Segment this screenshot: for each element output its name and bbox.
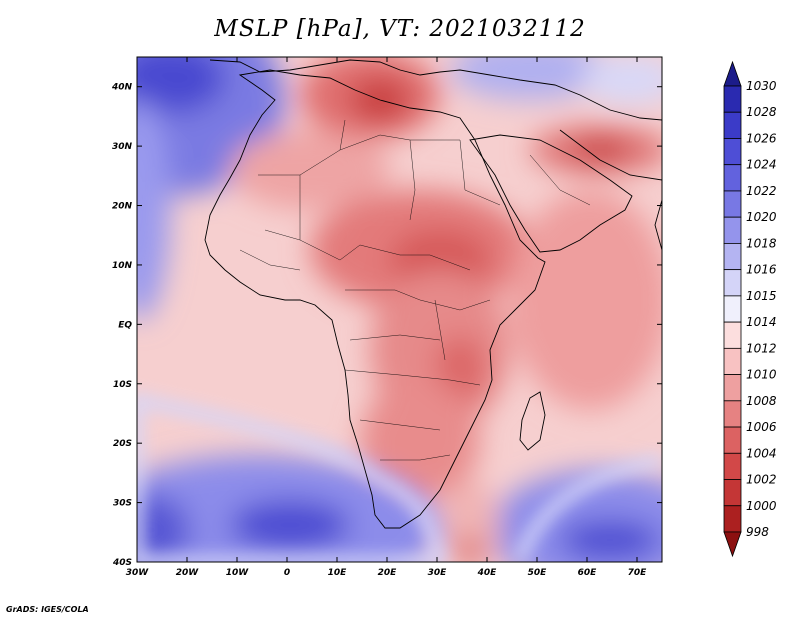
colorbar-label: 1015: [746, 289, 777, 303]
lat-tick-label: EQ: [118, 320, 132, 330]
lon-tick-label: 10E: [328, 568, 348, 578]
colorbar-label: 1008: [746, 394, 777, 408]
colorbar-label: 1020: [746, 210, 777, 224]
colorbar-label: 1002: [746, 473, 777, 487]
colorbar-swatch: [723, 505, 742, 533]
africa-coastline: [204, 69, 546, 529]
persian-gulf-coast: [559, 129, 662, 181]
coastlines: [204, 59, 662, 529]
colorbar-swatch: [723, 400, 742, 428]
lon-tick-label: 40E: [477, 568, 498, 578]
colorbar-swatch: [723, 164, 742, 192]
lat-tick-label: 20S: [113, 439, 132, 449]
colorbar-swatch: [723, 269, 742, 297]
colorbar-bottom-arrow: [723, 531, 742, 558]
colorbar-label: 1010: [746, 368, 777, 382]
colorbar-label: 1004: [746, 446, 777, 460]
colorbar-label: 1030: [746, 79, 777, 93]
colorbar-swatch: [723, 138, 742, 166]
colorbar-swatch: [723, 190, 742, 218]
colorbar-swatch: [723, 426, 742, 454]
colorbar-swatch: [723, 295, 742, 323]
madagascar: [519, 391, 546, 451]
colorbar-label: 1028: [746, 105, 777, 119]
chart-title: MSLP [hPa], VT: 2021032112: [214, 16, 586, 42]
lat-tick-label: 40N: [111, 83, 133, 93]
longitude-axis: 30W 20W 10W 0 10E 20E 30E 40E 50E 60E 70E: [126, 57, 647, 578]
colorbar-swatch: [723, 216, 742, 244]
colorbar-top-arrow: [723, 60, 742, 87]
colorbar-swatch: [723, 111, 742, 139]
credit-label: GrADS: IGES/COLA: [6, 605, 89, 614]
colorbar-swatch: [723, 243, 742, 271]
colorbar: 1030 1028 1026 1024 1022 1020 1018 1016 1015 1014…: [723, 60, 777, 558]
latitude-axis: 40N 30N 20N 10N EQ 10S 20S 30S 40S: [111, 83, 662, 568]
india-coast: [654, 199, 662, 251]
colorbar-label: 1022: [746, 184, 777, 198]
lat-tick-label: 10S: [113, 380, 132, 390]
lon-tick-label: 30W: [126, 568, 150, 578]
europe-coast: [209, 59, 662, 121]
colorbar-label: 1000: [746, 499, 777, 513]
lon-tick-label: 10W: [226, 568, 250, 578]
lon-tick-label: 20E: [378, 568, 398, 578]
pressure-field: [137, 57, 662, 562]
lon-tick-label: 70E: [628, 568, 648, 578]
colorbar-swatch: [723, 321, 742, 349]
colorbar-swatch: [723, 85, 742, 113]
colorbar-label: 1012: [746, 341, 777, 355]
lon-tick-label: 30E: [428, 568, 448, 578]
lat-tick-label: 30S: [113, 499, 132, 509]
colorbar-swatch: [723, 452, 742, 480]
colorbar-label: 1026: [746, 131, 777, 145]
lon-tick-label: 20W: [176, 568, 200, 578]
colorbar-label: 1006: [746, 420, 777, 434]
lat-tick-label: 20N: [112, 202, 133, 212]
lat-tick-label: 30N: [112, 142, 133, 152]
lat-tick-label: 40S: [112, 558, 132, 568]
colorbar-swatch: [723, 374, 742, 402]
colorbar-label: 1018: [746, 236, 777, 250]
lon-tick-label: 0: [284, 568, 290, 578]
colorbar-swatch: [723, 479, 742, 507]
map-frame: [136, 56, 663, 563]
colorbar-label: 1024: [746, 158, 777, 172]
lat-tick-label: 10N: [112, 261, 133, 271]
borders: [239, 119, 591, 461]
colorbar-swatch: [723, 347, 742, 375]
colorbar-label: 998: [746, 525, 769, 539]
lon-tick-label: 50E: [528, 568, 548, 578]
lon-tick-label: 60E: [578, 568, 598, 578]
colorbar-label: 1016: [746, 263, 777, 277]
colorbar-label: 1014: [746, 315, 777, 329]
arabian-peninsula: [469, 134, 633, 253]
